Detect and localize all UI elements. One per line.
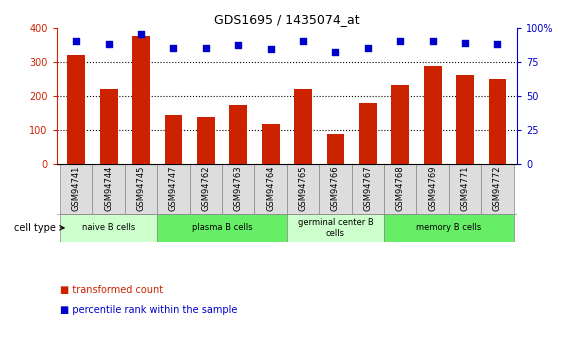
Text: GSM94765: GSM94765 <box>299 166 307 211</box>
Bar <box>262 124 279 164</box>
Point <box>233 42 243 48</box>
Text: memory B cells: memory B cells <box>416 223 482 232</box>
Bar <box>165 115 182 164</box>
Bar <box>384 214 513 242</box>
Point <box>201 45 210 51</box>
Bar <box>100 89 118 164</box>
Text: GSM94762: GSM94762 <box>201 166 210 211</box>
Point <box>461 40 470 46</box>
Bar <box>391 85 409 164</box>
Bar <box>68 55 85 164</box>
Bar <box>481 164 513 214</box>
Bar <box>222 164 254 214</box>
Bar <box>319 164 352 214</box>
Bar <box>359 104 377 164</box>
Bar <box>488 79 506 164</box>
Bar <box>60 214 157 242</box>
Bar <box>424 66 441 164</box>
Point <box>299 39 308 44</box>
Text: GSM94768: GSM94768 <box>396 166 405 211</box>
Text: GSM94769: GSM94769 <box>428 166 437 211</box>
Bar <box>190 164 222 214</box>
Point <box>169 45 178 51</box>
Bar <box>352 164 384 214</box>
Bar <box>60 164 93 214</box>
Title: GDS1695 / 1435074_at: GDS1695 / 1435074_at <box>214 13 360 27</box>
Text: cell type: cell type <box>14 223 56 233</box>
Text: GSM94764: GSM94764 <box>266 166 275 211</box>
Text: GSM94741: GSM94741 <box>72 166 81 211</box>
Text: GSM94745: GSM94745 <box>136 166 145 211</box>
Point <box>72 39 81 44</box>
Point <box>493 41 502 47</box>
Bar <box>254 164 287 214</box>
Point <box>331 49 340 55</box>
Bar <box>93 164 125 214</box>
Bar <box>449 164 481 214</box>
Text: GSM94747: GSM94747 <box>169 166 178 211</box>
Point <box>136 32 145 37</box>
Text: GSM94766: GSM94766 <box>331 166 340 211</box>
Bar <box>327 134 344 164</box>
Point <box>396 39 405 44</box>
Point <box>428 39 437 44</box>
Bar <box>456 76 474 164</box>
Bar <box>287 214 384 242</box>
Bar <box>287 164 319 214</box>
Bar <box>197 117 215 164</box>
Text: plasma B cells: plasma B cells <box>192 223 252 232</box>
Bar <box>157 164 190 214</box>
Bar <box>229 106 247 164</box>
Text: GSM94772: GSM94772 <box>493 166 502 211</box>
Bar <box>157 214 287 242</box>
Bar <box>132 36 150 164</box>
Text: GSM94771: GSM94771 <box>461 166 470 211</box>
Text: GSM94767: GSM94767 <box>364 166 373 211</box>
Point <box>266 47 275 52</box>
Text: germinal center B
cells: germinal center B cells <box>298 218 373 238</box>
Point <box>364 45 373 51</box>
Text: GSM94744: GSM94744 <box>104 166 113 211</box>
Bar <box>294 89 312 164</box>
Text: GSM94763: GSM94763 <box>234 166 243 211</box>
Text: naive B cells: naive B cells <box>82 223 135 232</box>
Text: ■ percentile rank within the sample: ■ percentile rank within the sample <box>60 305 237 315</box>
Bar <box>416 164 449 214</box>
Bar <box>384 164 416 214</box>
Bar <box>125 164 157 214</box>
Text: ■ transformed count: ■ transformed count <box>60 285 163 295</box>
Point <box>104 41 113 47</box>
